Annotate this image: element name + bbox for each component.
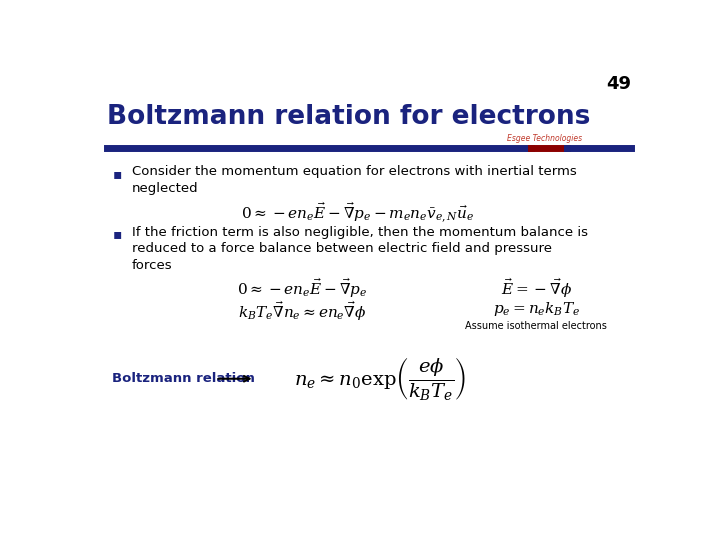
Text: $k_BT_e\vec{\nabla}n_e \approx en_e\vec{\nabla}\phi$: $k_BT_e\vec{\nabla}n_e \approx en_e\vec{… <box>238 300 366 323</box>
Text: forces: forces <box>132 259 173 272</box>
Text: ▪: ▪ <box>112 227 122 241</box>
Text: neglected: neglected <box>132 182 199 195</box>
Text: Boltzmann relation for electrons: Boltzmann relation for electrons <box>107 104 590 130</box>
Text: Boltzmann relation: Boltzmann relation <box>112 372 255 385</box>
Text: If the friction term is also negligible, then the momentum balance is: If the friction term is also negligible,… <box>132 226 588 239</box>
Text: $0 \approx -en_e\vec{E} - \vec{\nabla}p_e - m_en_e\bar{v}_{e,N}\vec{u}_e$: $0 \approx -en_e\vec{E} - \vec{\nabla}p_… <box>241 201 474 225</box>
Text: 49: 49 <box>606 75 631 93</box>
Text: ▪: ▪ <box>112 167 122 181</box>
Text: reduced to a force balance between electric field and pressure: reduced to a force balance between elect… <box>132 242 552 255</box>
Text: Assume isothermal electrons: Assume isothermal electrons <box>465 321 608 330</box>
Text: Esgee Technologies: Esgee Technologies <box>507 134 582 143</box>
Text: $p_e = n_ek_BT_e$: $p_e = n_ek_BT_e$ <box>493 300 580 318</box>
Text: $n_e \approx n_0 \exp\!\left(\dfrac{e\phi}{k_BT_e}\right)$: $n_e \approx n_0 \exp\!\left(\dfrac{e\ph… <box>294 355 466 402</box>
Text: $\vec{E} = -\vec{\nabla}\phi$: $\vec{E} = -\vec{\nabla}\phi$ <box>501 277 572 300</box>
Text: $0 \approx -en_e\vec{E} - \vec{\nabla}p_e$: $0 \approx -en_e\vec{E} - \vec{\nabla}p_… <box>237 277 367 300</box>
Text: Consider the momentum equation for electrons with inertial terms: Consider the momentum equation for elect… <box>132 165 577 178</box>
